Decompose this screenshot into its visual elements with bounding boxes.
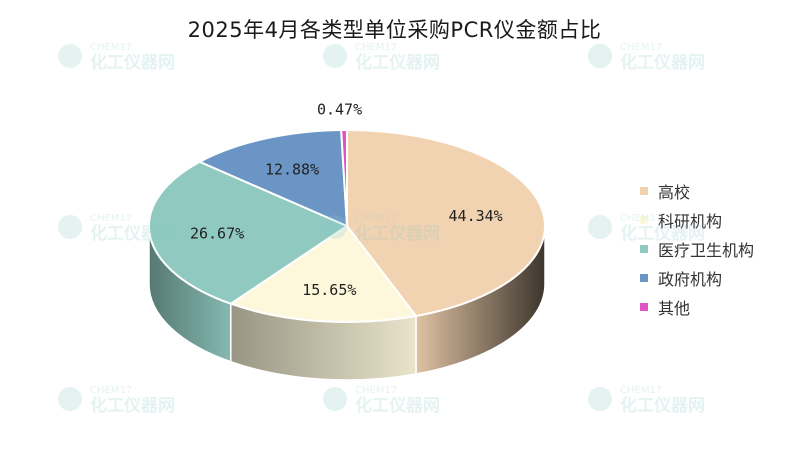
legend-label-3: 政府机构 [658,269,723,289]
legend-label-4: 其他 [658,298,691,318]
chart-legend: 高校科研机构医疗卫生机构 政府机构其他 [640,176,754,321]
legend-item-3[interactable]: 政府机构 [640,263,754,292]
pie-top-faces [148,128,546,323]
pie-data-label-3: 12.88% [265,161,319,179]
pie-data-label-1: 15.65% [302,281,356,299]
legend-swatch-4 [640,302,648,311]
pie-data-labels: 44.34% 15.65% 26.67% 12.88% 0.47% [190,101,503,299]
chart-title: 2025年4月各类型单位采购PCR仪金额占比 [187,18,602,42]
legend-swatch-1 [640,215,648,224]
legend-item-1[interactable]: 科研机构 [640,205,754,234]
legend-item-4[interactable]: 其他 [640,292,754,321]
pie-slice-2[interactable] [148,160,350,305]
legend-label-2: 医疗卫生机构 [658,240,755,260]
pie-data-label-0: 44.34% [449,207,503,225]
legend-swatch-3 [640,273,648,282]
pie-slice-1[interactable] [228,224,418,323]
pie-data-label-2: 26.67% [190,225,244,243]
legend-label-0: 高校 [658,182,691,202]
pie-side-walls [148,225,546,381]
legend-swatch-0 [640,186,648,195]
legend-item-0[interactable]: 高校 [640,176,754,205]
legend-item-2[interactable]: 医疗卫生机构 [640,234,754,263]
legend-label-1: 科研机构 [658,211,723,231]
legend-swatch-2 [640,244,648,253]
pie-slice-4[interactable] [340,128,348,227]
pie-slice-3[interactable] [197,129,349,228]
pie-data-label-4: 0.47% [317,101,362,119]
pie-slice-0[interactable] [346,128,546,318]
